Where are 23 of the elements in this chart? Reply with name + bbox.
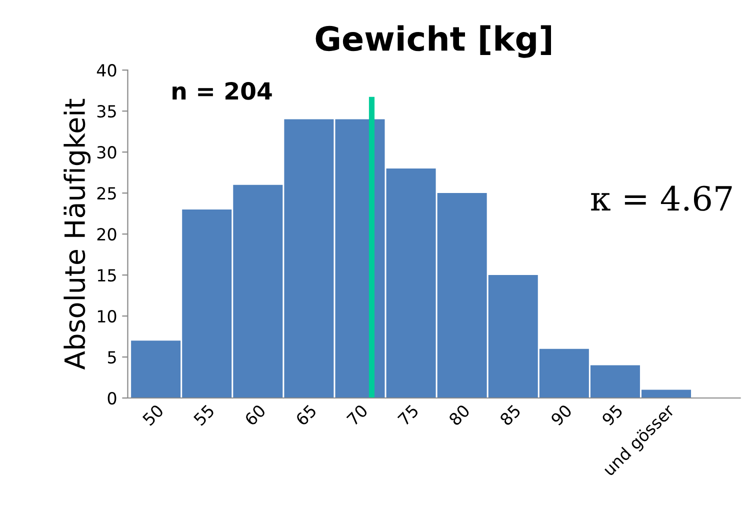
x-tick-label: 80 bbox=[448, 404, 470, 426]
y-tick-label: 15 bbox=[98, 269, 116, 282]
x-tick-label: 95 bbox=[601, 404, 624, 426]
x-tick-label: 90 bbox=[550, 404, 573, 426]
x-tick-label: 65 bbox=[294, 404, 318, 426]
chart-title: Gewicht [kg] bbox=[316, 25, 551, 58]
y-tick-label: 5 bbox=[108, 351, 116, 364]
y-tick-label: 35 bbox=[97, 105, 116, 118]
x-tick-label: 55 bbox=[193, 404, 215, 426]
y-tick-label: 30 bbox=[97, 146, 116, 159]
annotation: κ = 4.67 bbox=[591, 186, 732, 211]
x-tick-label: 75 bbox=[397, 404, 420, 426]
annotation: n = 204 bbox=[172, 82, 272, 100]
x-tick-label: 60 bbox=[244, 404, 266, 426]
y-axis-title: Absolute Häufigkeit bbox=[64, 98, 91, 370]
x-tick-label: 70 bbox=[346, 404, 368, 426]
x-tick-label: 50 bbox=[142, 404, 164, 426]
y-tick-label: 40 bbox=[96, 64, 116, 77]
y-tick-label: 25 bbox=[97, 187, 116, 200]
y-tick-label: 20 bbox=[97, 228, 116, 241]
x-tick-label: 85 bbox=[499, 404, 522, 426]
y-tick-label: 10 bbox=[98, 310, 116, 323]
y-tick-label: 0 bbox=[108, 392, 116, 405]
